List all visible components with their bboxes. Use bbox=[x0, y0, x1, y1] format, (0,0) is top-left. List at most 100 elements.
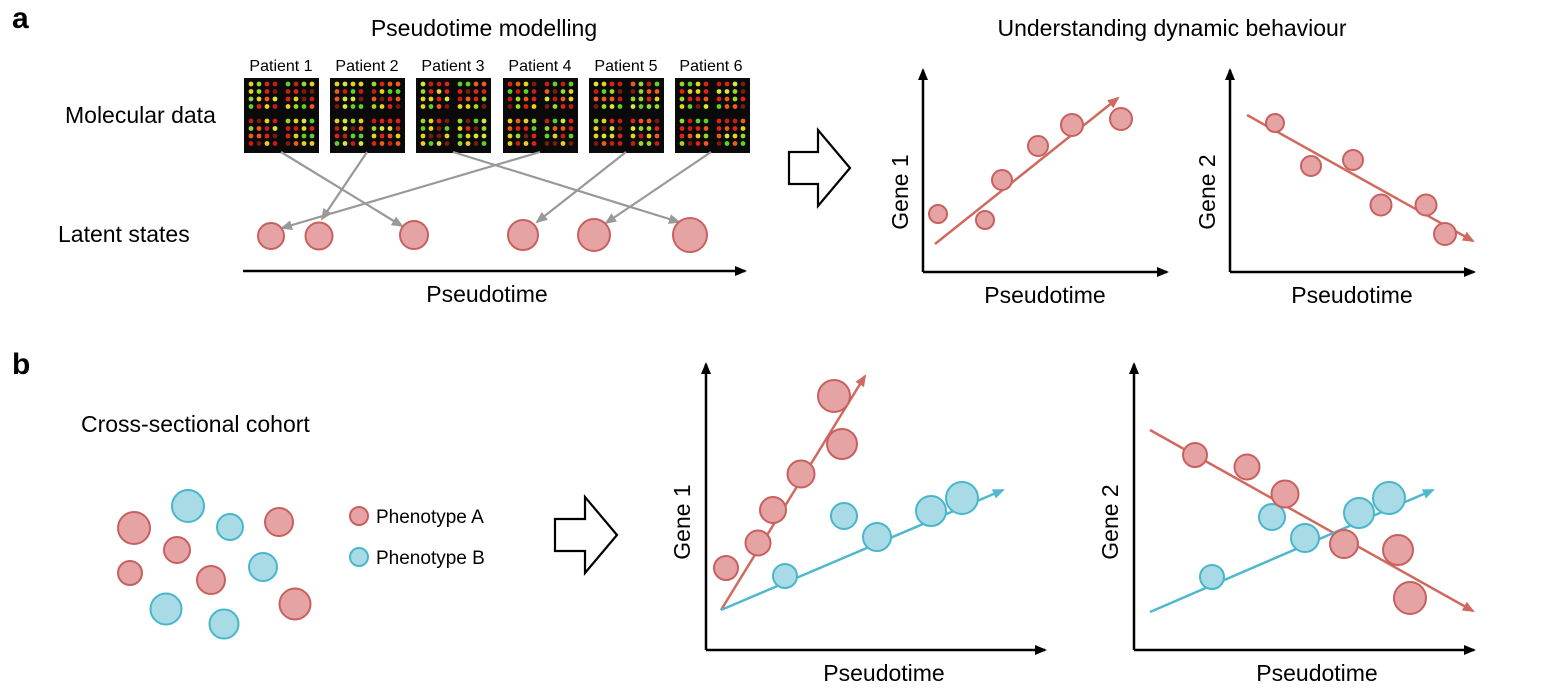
microarray-spot bbox=[740, 126, 746, 131]
microarray-spot bbox=[560, 126, 566, 131]
mapping-arrow-3 bbox=[452, 150, 681, 224]
microarray-spot bbox=[515, 104, 521, 109]
data-point-phenotype-a bbox=[1393, 581, 1427, 615]
microarray-spot bbox=[342, 118, 348, 124]
microarray-spot bbox=[473, 81, 479, 87]
microarray-spot bbox=[544, 118, 550, 124]
microarray-spot bbox=[264, 81, 270, 87]
microarray-spot bbox=[552, 89, 558, 94]
plot-b-gene1-xlabel: Pseudotime bbox=[823, 660, 944, 686]
microarray-spot bbox=[638, 89, 644, 94]
microarray-spot bbox=[531, 133, 537, 139]
microarray-spot bbox=[387, 104, 393, 109]
data-point-phenotype-a bbox=[1382, 534, 1414, 566]
microarray-spot bbox=[248, 133, 254, 139]
microarray-spot bbox=[654, 118, 660, 124]
microarray-spot bbox=[732, 133, 738, 139]
microarray-spot bbox=[679, 118, 685, 124]
latent-state-circle bbox=[257, 222, 285, 250]
microarray-spot bbox=[457, 141, 463, 146]
microarray-spot bbox=[687, 104, 693, 109]
microarray-spot bbox=[420, 89, 426, 94]
microarray-spot bbox=[342, 81, 348, 87]
microarray-spot bbox=[732, 118, 738, 124]
microarray-spot bbox=[350, 89, 356, 94]
microarray-spot bbox=[732, 89, 738, 94]
microarray-spot bbox=[732, 81, 738, 87]
microarray-spot bbox=[630, 133, 636, 139]
cohort-circle-phenotype-a bbox=[196, 565, 226, 595]
microarray-spot bbox=[703, 118, 709, 124]
data-point bbox=[1369, 193, 1393, 217]
microarray-spot bbox=[334, 118, 340, 124]
microarray-spot bbox=[334, 104, 340, 109]
microarray-spot bbox=[560, 141, 566, 146]
microarray-spot bbox=[523, 141, 529, 146]
microarray-spot bbox=[293, 118, 299, 124]
microarray-spot bbox=[285, 133, 291, 139]
microarray-spot bbox=[272, 81, 278, 87]
microarray-spot bbox=[601, 141, 607, 146]
microarray-spot bbox=[531, 118, 537, 124]
data-point-phenotype-a bbox=[1329, 529, 1359, 559]
microarray-spot bbox=[256, 133, 262, 139]
plot-b-gene2: Gene 2 Pseudotime bbox=[1097, 362, 1476, 686]
microarray-spot bbox=[379, 89, 385, 94]
microarray-spot bbox=[687, 81, 693, 87]
microarray-spot bbox=[630, 81, 636, 87]
microarray-spot bbox=[654, 96, 660, 102]
microarray-spot bbox=[679, 126, 685, 131]
microarray-spot bbox=[342, 96, 348, 102]
microarray-spot bbox=[523, 118, 529, 124]
data-point-phenotype-a bbox=[1270, 479, 1300, 509]
microarray-spot bbox=[309, 126, 315, 131]
microarray-spot bbox=[465, 89, 471, 94]
microarray-spot bbox=[515, 126, 521, 131]
plot-a-gene2-xlabel: Pseudotime bbox=[1291, 282, 1412, 308]
microarray-spot bbox=[523, 133, 529, 139]
microarray-spot bbox=[544, 96, 550, 102]
microarray-spot bbox=[601, 104, 607, 109]
row-label-molecular: Molecular data bbox=[65, 102, 216, 128]
microarray-spot bbox=[695, 89, 701, 94]
microarray-spot bbox=[379, 118, 385, 124]
microarray-spot bbox=[617, 89, 623, 94]
microarray-spot bbox=[334, 133, 340, 139]
microarray-spot bbox=[444, 118, 450, 124]
microarray-spot bbox=[523, 89, 529, 94]
microarray-spot bbox=[609, 141, 615, 146]
microarray-spot bbox=[630, 118, 636, 124]
microarray-spot bbox=[436, 81, 442, 87]
microarray-spot bbox=[481, 89, 487, 94]
data-point-phenotype-b bbox=[862, 522, 892, 552]
microarray-spot bbox=[350, 133, 356, 139]
microarray-spot bbox=[601, 81, 607, 87]
microarray-spot bbox=[507, 141, 513, 146]
microarray-spot bbox=[301, 89, 307, 94]
microarray-spot bbox=[638, 126, 644, 131]
microarray-spot bbox=[272, 126, 278, 131]
microarray-spot bbox=[544, 81, 550, 87]
microarray-spot bbox=[568, 96, 574, 102]
panel-a-title-right: Understanding dynamic behaviour bbox=[997, 15, 1346, 41]
microarray-spot bbox=[248, 104, 254, 109]
microarray-spot bbox=[724, 104, 730, 109]
microarray-spot bbox=[679, 89, 685, 94]
data-point-phenotype-b bbox=[772, 563, 798, 589]
cohort-circle-phenotype-b bbox=[248, 552, 278, 582]
microarray-spot bbox=[630, 89, 636, 94]
microarray-spot bbox=[395, 118, 401, 124]
microarray-spot bbox=[395, 104, 401, 109]
legend-label-phenotype-a: Phenotype A bbox=[376, 507, 484, 528]
microarray-spot bbox=[601, 133, 607, 139]
pseudotime-axis-label: Pseudotime bbox=[426, 281, 547, 307]
microarray-spot bbox=[350, 141, 356, 146]
microarray-spot bbox=[358, 96, 364, 102]
patient-label-4: Patient 4 bbox=[508, 58, 571, 75]
microarray-spot bbox=[638, 96, 644, 102]
microarray-spot bbox=[515, 133, 521, 139]
microarray-tile bbox=[416, 78, 491, 153]
microarray-spot bbox=[420, 133, 426, 139]
microarray-spot bbox=[248, 126, 254, 131]
microarray-spot bbox=[552, 126, 558, 131]
